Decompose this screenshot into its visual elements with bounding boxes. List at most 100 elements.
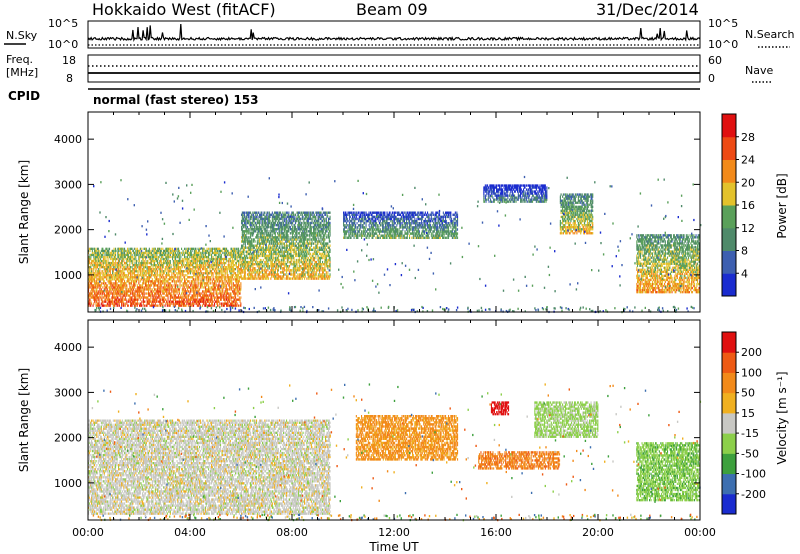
heatmap-cell-1 <box>261 275 263 278</box>
heatmap-cell-0 <box>116 278 118 281</box>
heatmap-cell-0 <box>223 278 225 281</box>
heatmap-cell-1 <box>273 228 275 231</box>
heatmap-cell-1 <box>280 221 282 225</box>
heatmap-cell-1 <box>278 213 280 216</box>
heatmap-cell-0 <box>235 300 237 303</box>
heatmap-cell-0 <box>98 259 100 263</box>
heatmap-cell-1 <box>271 228 273 231</box>
heatmap-cell-1 <box>250 242 252 245</box>
heatmap-cell-1 <box>260 215 262 219</box>
heatmap-cell-0 <box>229 294 231 297</box>
heatmap-cell-1 <box>241 232 243 235</box>
heatmap-cell-1 <box>247 232 249 235</box>
heatmap-cell-0 <box>141 276 143 279</box>
heatmap-cell-1 <box>275 236 277 239</box>
heatmap-cell-1 <box>244 258 246 262</box>
heatmap-cell-0 <box>229 257 231 261</box>
heatmap-cell-1 <box>274 230 276 233</box>
heatmap-cell-1 <box>275 230 277 233</box>
heatmap-cell-0 <box>195 255 197 259</box>
heatmap-cell-0 <box>128 270 130 273</box>
heatmap-cell-0 <box>106 255 108 259</box>
heatmap-cell-0 <box>212 251 214 255</box>
heatmap-cell-0 <box>207 276 209 279</box>
heatmap-cell-0 <box>157 282 159 285</box>
heatmap-cell-0 <box>202 268 204 271</box>
heatmap-cell-0 <box>94 300 96 303</box>
heatmap-cell-1 <box>257 263 259 266</box>
heatmap-cell-0 <box>145 274 147 277</box>
heatmap-cell-1 <box>252 254 254 258</box>
heatmap-cell-0 <box>172 280 174 283</box>
heatmap-cell-1 <box>273 240 275 243</box>
heatmap-cell-0 <box>121 286 123 289</box>
heatmap-cell-1 <box>258 240 260 243</box>
heatmap-cell-0 <box>94 280 96 283</box>
heatmap-cell-1 <box>241 240 243 243</box>
heatmap-cell-1 <box>262 265 264 268</box>
heatmap-cell-0 <box>198 282 200 285</box>
heatmap-cell-0 <box>108 264 110 267</box>
heatmap-cell-0 <box>88 294 90 297</box>
heatmap-cell-0 <box>98 284 100 287</box>
heatmap-cell-0 <box>191 280 193 283</box>
heatmap-cell-0 <box>107 266 109 269</box>
heatmap-cell-0 <box>218 261 220 265</box>
heatmap-cell-0 <box>130 304 132 307</box>
heatmap-cell-1 <box>263 263 265 266</box>
heatmap-cell-0 <box>192 282 194 285</box>
heatmap-cell-0 <box>115 247 117 250</box>
heatmap-cell-0 <box>130 290 132 293</box>
heatmap-cell-0 <box>235 251 237 255</box>
heatmap-cell-1 <box>250 232 252 235</box>
heatmap-cell-0 <box>145 282 147 285</box>
heatmap-cell-1 <box>261 211 263 214</box>
heatmap-cell-0 <box>124 249 126 253</box>
heatmap-cell-0 <box>229 278 231 281</box>
heatmap-cell-0 <box>128 268 130 271</box>
heatmap-cell-0 <box>158 247 160 250</box>
heatmap-cell-1 <box>275 248 277 251</box>
heatmap-cell-0 <box>196 264 198 267</box>
heatmap-cell-0 <box>108 249 110 253</box>
date-title: 31/Dec/2014 <box>596 0 699 19</box>
heatmap-cell-0 <box>100 266 102 269</box>
heatmap-cell-0 <box>178 290 180 293</box>
heatmap-cell-1 <box>244 211 246 214</box>
heatmap-cell-0 <box>93 288 95 291</box>
heatmap-cell-0 <box>191 290 193 293</box>
heatmap-cell-0 <box>235 268 237 271</box>
heatmap-cell-0 <box>106 298 108 301</box>
heatmap-cell-0 <box>208 288 210 291</box>
heatmap-cell-0 <box>95 304 97 307</box>
heatmap-cell-0 <box>133 282 135 285</box>
heatmap-cell-0 <box>208 272 210 275</box>
heatmap-cell-1 <box>244 277 246 280</box>
heatmap-cell-0 <box>190 255 192 259</box>
heatmap-cell-0 <box>166 290 168 293</box>
heatmap-cell-1 <box>246 252 248 256</box>
heatmap-cell-0 <box>169 290 171 293</box>
heatmap-cell-0 <box>195 284 197 287</box>
heatmap-cell-0 <box>88 292 90 295</box>
heatmap-cell-0 <box>237 259 239 263</box>
heatmap-cell-0 <box>123 286 125 289</box>
heatmap-cell-0 <box>145 284 147 287</box>
heatmap-cell-0 <box>182 288 184 291</box>
heatmap-cell-0 <box>163 296 165 299</box>
heatmap-cell-0 <box>214 257 216 261</box>
heatmap-cell-0 <box>125 292 127 295</box>
heatmap-cell-0 <box>184 282 186 285</box>
heatmap-cell-0 <box>178 276 180 279</box>
heatmap-cell-0 <box>98 292 100 295</box>
heatmap-cell-1 <box>274 211 276 214</box>
heatmap-cell-0 <box>133 292 135 295</box>
heatmap-cell-0 <box>165 288 167 291</box>
heatmap-cell-0 <box>217 276 219 279</box>
heatmap-cell-0 <box>105 294 107 297</box>
heatmap-cell-0 <box>160 259 162 263</box>
heatmap-cell-1 <box>276 246 278 249</box>
heatmap-cell-0 <box>220 272 222 275</box>
heatmap-cell-0 <box>175 249 177 253</box>
heatmap-cell-0 <box>184 274 186 277</box>
